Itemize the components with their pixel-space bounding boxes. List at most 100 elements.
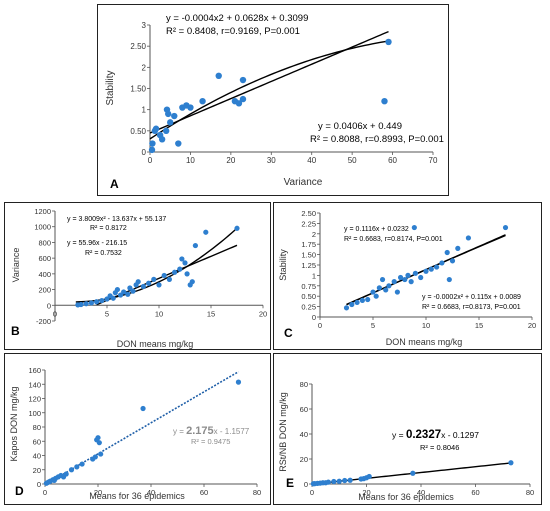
y-tick-label: 1.25 bbox=[301, 261, 316, 270]
y-tick-label: 1.50 bbox=[130, 85, 146, 94]
y-tick-label: 40 bbox=[300, 430, 308, 439]
x-axis-label: DON means mg/kg bbox=[117, 339, 194, 349]
x-axis-label: DON means mg/kg bbox=[386, 337, 463, 347]
x-tick-label: 10 bbox=[155, 309, 163, 318]
y-tick-label: 20 bbox=[300, 455, 308, 464]
equation-suffix: x - 0.1297 bbox=[441, 430, 479, 440]
y-tick-label: -200 bbox=[36, 317, 51, 326]
panel-letter: D bbox=[15, 484, 24, 498]
x-tick-label: 80 bbox=[253, 488, 261, 497]
y-tick-label: 800 bbox=[38, 238, 51, 247]
data-point bbox=[449, 258, 456, 264]
data-point bbox=[349, 301, 355, 308]
data-point bbox=[149, 140, 156, 147]
y-tick-label: 400 bbox=[38, 270, 51, 279]
data-point bbox=[365, 296, 371, 303]
equation-prefix: y = bbox=[392, 430, 406, 440]
lin-stats-label: R² = 0.7532 bbox=[85, 250, 122, 257]
x-tick-label: 60 bbox=[200, 488, 208, 497]
data-point bbox=[402, 276, 408, 283]
data-point bbox=[385, 38, 392, 46]
data-point bbox=[408, 279, 414, 285]
data-point bbox=[74, 464, 80, 470]
x-tick-label: 5 bbox=[371, 321, 375, 330]
data-point bbox=[96, 440, 102, 446]
chart-c: 00.25 0.500.75 11.251.50 1.752 2.252.50 0 5 10 1… bbox=[278, 209, 536, 347]
y-tick-label: 60 bbox=[300, 405, 308, 414]
linear-trendline bbox=[44, 371, 239, 486]
y-tick-label: 80 bbox=[33, 423, 41, 432]
y-tick-label: 3 bbox=[142, 21, 147, 30]
lin-stats-label: R² = 0.6683, r=0.8174, P=0.001 bbox=[344, 236, 443, 243]
x-tick-label: 40 bbox=[307, 156, 316, 165]
y-tick-label: 160 bbox=[28, 366, 41, 375]
y-tick-label: 120 bbox=[28, 395, 41, 404]
data-point bbox=[182, 260, 188, 266]
y-axis-label: RSt/NB DON mg/kg bbox=[278, 392, 288, 472]
poly-eq-label: y = -0.0002x² + 0.115x + 0.0089 bbox=[422, 294, 521, 301]
data-point bbox=[203, 229, 209, 235]
data-point bbox=[359, 297, 365, 303]
data-point bbox=[92, 454, 98, 460]
y-tick-label: 0 bbox=[47, 301, 51, 310]
data-point bbox=[412, 270, 418, 276]
x-tick-label: 30 bbox=[267, 156, 276, 165]
y-tick-label: 0.25 bbox=[301, 303, 316, 312]
data-point bbox=[381, 98, 388, 105]
panel-b: -200 0 200 400 600 800 1000 1200 0 5 10 15 20 DON mea… bbox=[4, 202, 271, 350]
data-point bbox=[428, 266, 434, 272]
y-tick-label: 20 bbox=[33, 466, 41, 475]
data-point bbox=[146, 280, 152, 286]
x-axis-label: Means for 36 epidemics bbox=[358, 492, 454, 502]
data-point bbox=[331, 478, 337, 485]
x-tick-label: 70 bbox=[429, 156, 438, 165]
data-point bbox=[162, 127, 170, 135]
data-point bbox=[78, 301, 84, 308]
lin-stats-label: R² = 0.9475 bbox=[191, 437, 230, 446]
data-point bbox=[192, 242, 198, 249]
data-point bbox=[239, 95, 247, 103]
data-point bbox=[161, 272, 167, 279]
data-point bbox=[423, 268, 429, 274]
data-point bbox=[83, 301, 89, 307]
data-point bbox=[386, 283, 392, 289]
equation-label: y = 2.175x - 1.1577 bbox=[173, 425, 250, 437]
data-point bbox=[325, 479, 331, 485]
y-tick-label: 2.25 bbox=[301, 219, 316, 228]
data-point bbox=[172, 269, 178, 275]
x-tick-label: 0 bbox=[148, 156, 153, 165]
panel-letter: E bbox=[286, 476, 294, 490]
data-point bbox=[156, 282, 162, 288]
data-point bbox=[239, 76, 247, 84]
x-tick-label: 60 bbox=[388, 156, 397, 165]
data-point bbox=[342, 477, 348, 484]
y-tick-label: 0.50 bbox=[130, 127, 146, 136]
x-tick-label: 40 bbox=[417, 488, 425, 497]
x-tick-label: 0 bbox=[310, 488, 314, 497]
x-tick-label: 20 bbox=[259, 309, 267, 318]
data-point bbox=[391, 279, 397, 285]
data-point bbox=[444, 249, 450, 256]
y-axis-label: Stability bbox=[105, 70, 116, 105]
x-tick-label: 50 bbox=[348, 156, 357, 165]
y-tick-label: 1.75 bbox=[301, 240, 316, 249]
y-tick-label: 2 bbox=[142, 63, 147, 72]
data-point bbox=[199, 98, 206, 105]
chart-d: 0 20 40 60 80 100 120 140 160 0 20 40 60 80 Means for … bbox=[9, 366, 261, 501]
data-point bbox=[376, 285, 382, 291]
data-point bbox=[235, 100, 243, 107]
data-point bbox=[135, 279, 141, 285]
data-point bbox=[394, 289, 400, 295]
data-point bbox=[140, 283, 146, 290]
data-point bbox=[446, 276, 452, 283]
data-point bbox=[418, 274, 424, 281]
x-tick-label: 20 bbox=[94, 488, 102, 497]
panel-letter: C bbox=[284, 326, 293, 340]
data-point bbox=[347, 477, 353, 483]
data-point bbox=[235, 379, 242, 385]
x-tick-label: 0 bbox=[43, 488, 47, 497]
chart-e: 0 20 40 60 80 0 20 40 60 80 Means for 36 epidemics… bbox=[278, 380, 534, 502]
data-point bbox=[373, 293, 379, 299]
y-tick-label: 80 bbox=[300, 380, 308, 389]
